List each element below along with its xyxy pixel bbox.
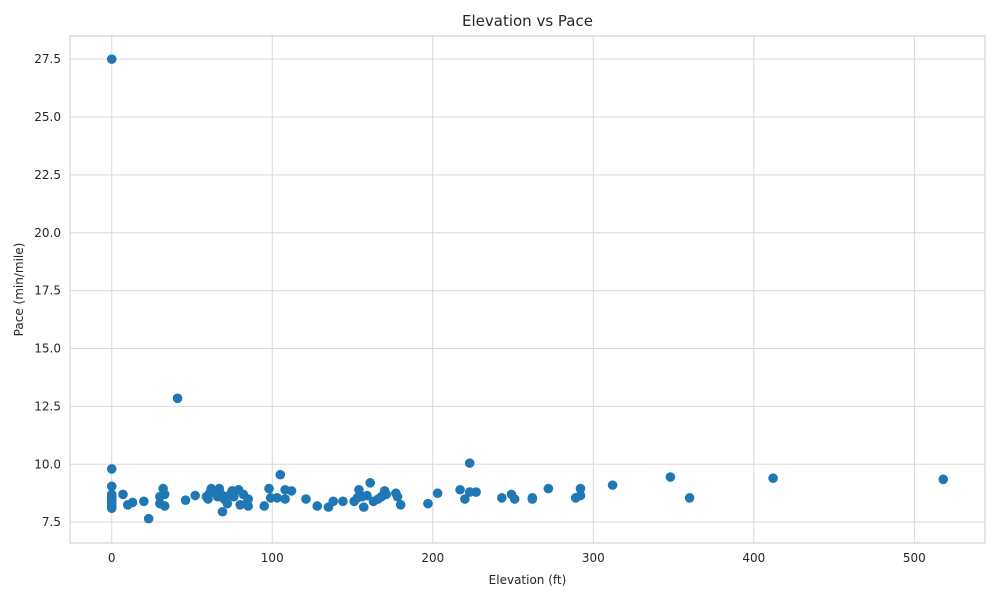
x-tick-label: 0 xyxy=(108,551,116,565)
data-point xyxy=(280,494,290,504)
data-point xyxy=(543,483,554,494)
data-point xyxy=(243,501,253,511)
y-tick-label: 15.0 xyxy=(34,342,61,356)
data-point xyxy=(259,501,270,511)
data-point xyxy=(190,490,201,501)
y-tick-label: 20.0 xyxy=(34,226,61,240)
data-point xyxy=(938,474,949,485)
data-point xyxy=(328,496,339,507)
data-point xyxy=(509,494,520,504)
data-point xyxy=(395,500,406,510)
data-point xyxy=(217,506,228,517)
grid xyxy=(70,36,985,543)
data-point xyxy=(159,501,170,511)
data-point xyxy=(118,489,128,500)
x-tick-label: 300 xyxy=(582,551,605,565)
data-point xyxy=(286,486,297,496)
data-point xyxy=(106,464,117,474)
data-point xyxy=(106,481,117,492)
y-tick-label: 27.5 xyxy=(34,52,61,66)
data-point xyxy=(381,489,392,500)
data-point xyxy=(358,502,369,512)
x-tick-label: 500 xyxy=(903,551,926,565)
data-point xyxy=(143,513,154,524)
data-point xyxy=(684,493,695,503)
data-point xyxy=(392,491,403,502)
data-point xyxy=(312,501,323,511)
data-point xyxy=(471,487,481,497)
tick-labels: 0 100 200 300 400 500 7.5 10.0 12.5 15.0 17.5 20.0 2… xyxy=(34,52,926,565)
x-tick-label: 400 xyxy=(742,551,765,565)
data-point xyxy=(127,497,138,508)
plot-frame xyxy=(69,35,986,544)
data-point xyxy=(172,393,183,404)
data-point xyxy=(768,473,778,483)
chart-title: Elevation vs Pace xyxy=(462,12,593,30)
y-axis-label: Pace (min/mile) xyxy=(12,243,26,337)
data-point xyxy=(338,496,348,507)
data-point xyxy=(455,484,465,495)
data-point xyxy=(497,493,507,503)
data-points xyxy=(106,54,949,524)
data-point xyxy=(139,496,149,507)
data-point xyxy=(243,494,253,504)
data-point xyxy=(464,458,475,468)
data-point xyxy=(432,488,443,499)
y-tick-label: 17.5 xyxy=(34,284,61,298)
data-point xyxy=(106,503,117,514)
data-point xyxy=(180,495,191,505)
data-point xyxy=(423,498,433,509)
data-point xyxy=(222,498,233,509)
x-tick-label: 200 xyxy=(421,551,444,565)
data-point xyxy=(527,494,538,504)
data-point xyxy=(264,483,274,494)
data-point xyxy=(607,480,618,490)
data-point xyxy=(575,483,586,494)
y-tick-label: 22.5 xyxy=(34,168,61,182)
data-point xyxy=(106,54,117,64)
data-point xyxy=(460,494,470,504)
y-tick-label: 10.0 xyxy=(34,457,61,471)
data-point xyxy=(228,491,239,502)
data-point xyxy=(665,472,676,482)
data-point xyxy=(575,490,586,501)
x-tick-label: 100 xyxy=(261,551,284,565)
data-point xyxy=(362,490,372,501)
data-point xyxy=(275,469,286,480)
x-axis-label: Elevation (ft) xyxy=(489,573,567,587)
data-point xyxy=(272,493,282,503)
data-point xyxy=(365,478,375,488)
y-tick-label: 12.5 xyxy=(34,399,61,413)
data-point xyxy=(159,489,170,500)
data-point xyxy=(301,494,311,504)
y-tick-label: 25.0 xyxy=(34,110,61,124)
y-tick-label: 7.5 xyxy=(42,515,61,529)
